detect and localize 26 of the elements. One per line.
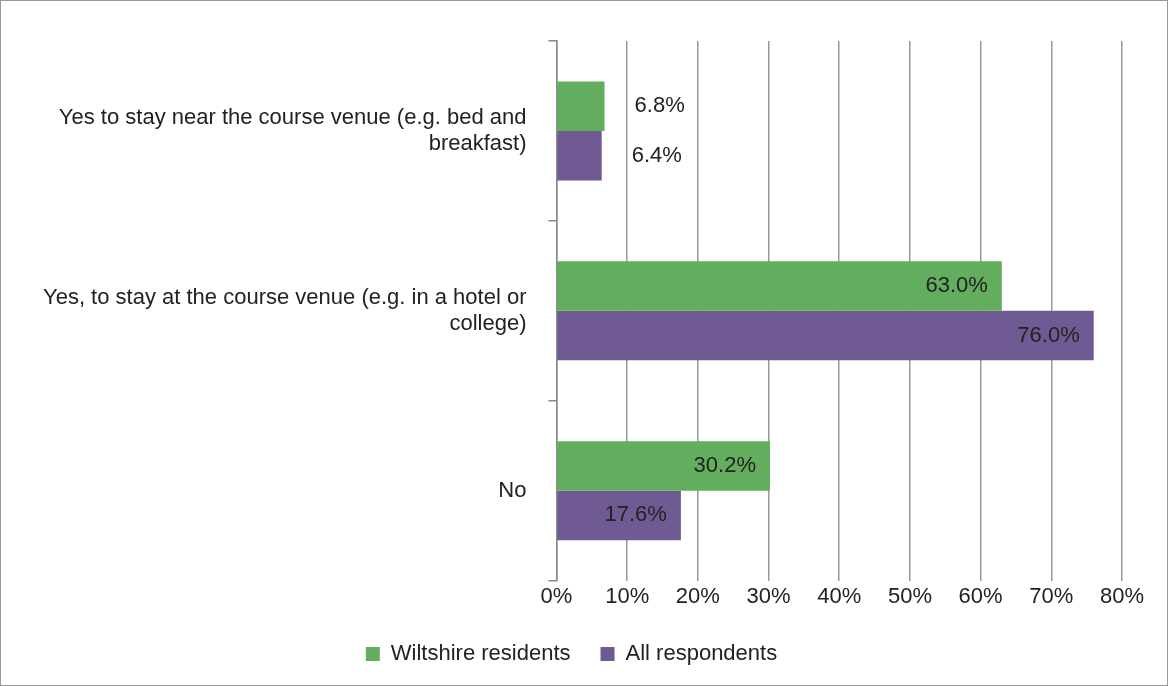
data-label: 63.0% — [925, 272, 988, 298]
data-label: 30.2% — [693, 452, 756, 477]
y-tick-label: No — [498, 476, 527, 502]
bar — [557, 490, 681, 541]
bar — [557, 130, 602, 181]
y-tick-label: Yes to stay near the course venue (e.g. bed and breakfast) — [58, 103, 527, 156]
x-tick-label: 40% — [817, 582, 862, 608]
x-tick-label: 30% — [746, 582, 791, 608]
data-label: 6.8% — [634, 92, 685, 118]
data-label: 6.4% — [631, 141, 682, 167]
data-label: 17.6% — [604, 501, 667, 527]
x-tick-label: 50% — [887, 582, 932, 608]
data-label: 76.0% — [1017, 321, 1080, 347]
x-tick-label: 20% — [675, 582, 720, 608]
bar — [557, 310, 1094, 361]
bar — [557, 441, 770, 491]
bar — [557, 261, 1002, 311]
legend-label: All respondents — [625, 640, 778, 666]
x-tick-label: 10% — [605, 582, 650, 608]
x-tick-label: 80% — [1099, 582, 1145, 608]
x-tick-label: 60% — [958, 582, 1003, 608]
x-tick-label: 0% — [540, 582, 573, 608]
y-tick-label: Yes, to stay at the course venue (e.g. in a hotel or college) — [43, 283, 527, 336]
legend-label: Wiltshire residents — [390, 640, 571, 666]
x-tick-label: 70% — [1029, 582, 1074, 608]
bar — [557, 81, 605, 131]
